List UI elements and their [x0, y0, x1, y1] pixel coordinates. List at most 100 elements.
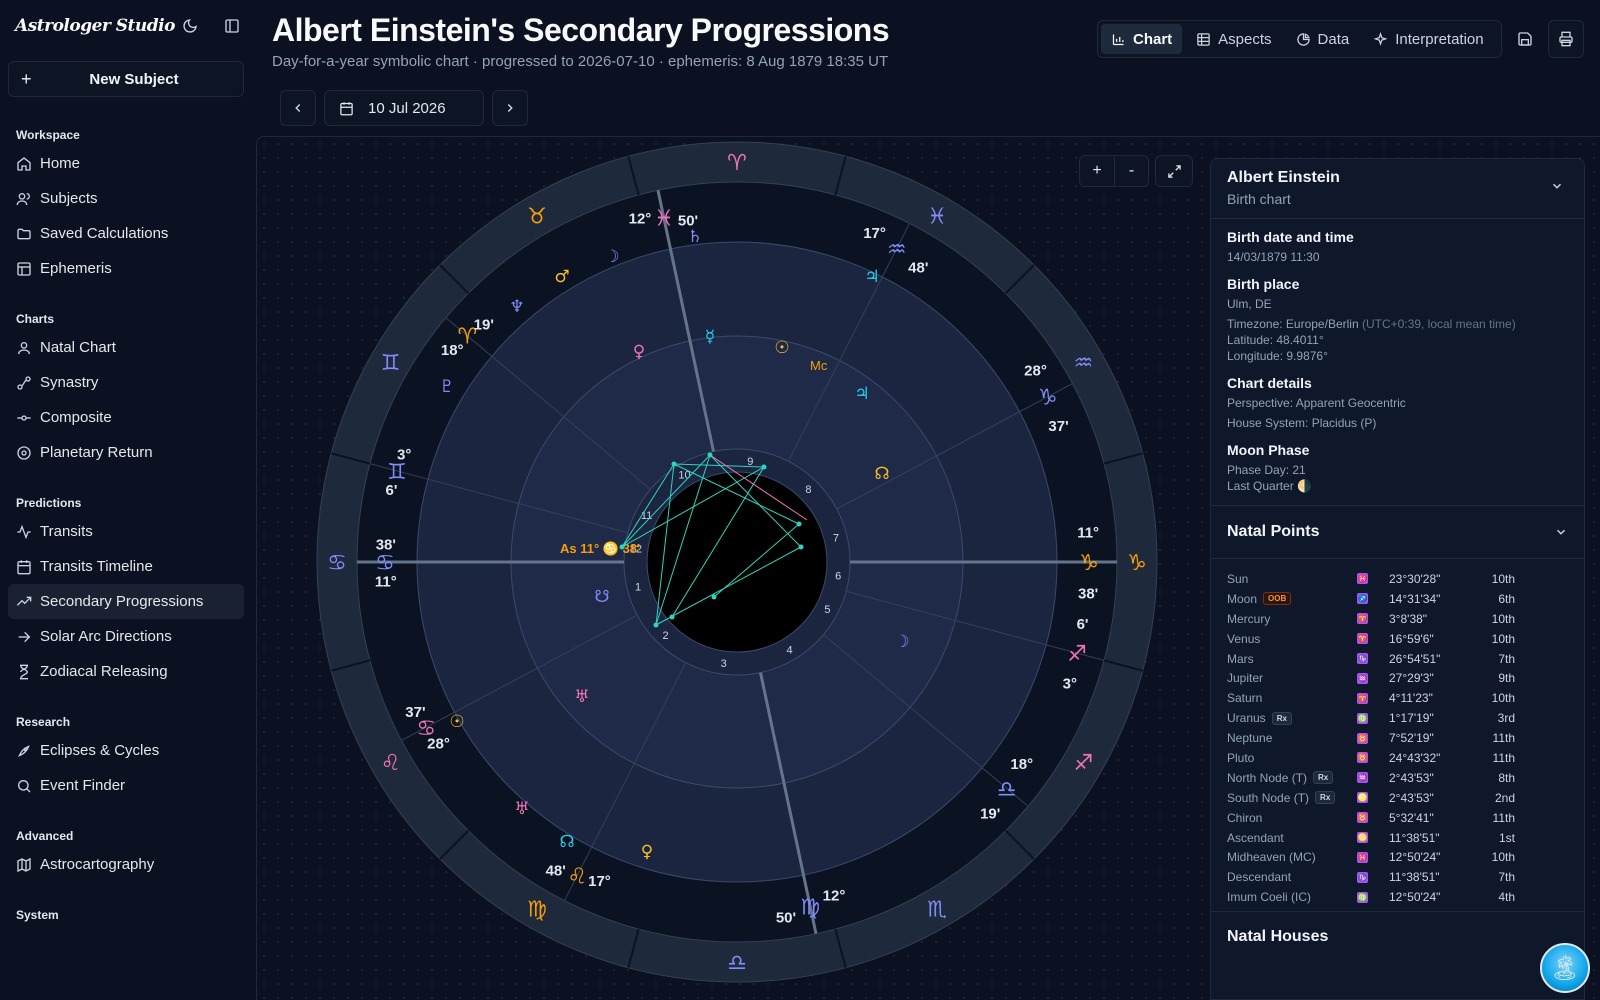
house-number: 1 [635, 582, 641, 594]
previous-date-button[interactable] [280, 90, 316, 126]
cusp-sign-glyph: ♎ [997, 777, 1017, 802]
fullscreen-button[interactable] [1155, 155, 1193, 187]
chevron-down-icon[interactable] [1550, 179, 1564, 198]
table-row[interactable]: North Node (T) Rx ♒ 2°43'53" 8th [1227, 768, 1568, 788]
sidebar-item-solar-arc-directions[interactable]: Solar Arc Directions [8, 619, 244, 654]
chevron-left-icon [295, 103, 301, 113]
point-position: 16°59'6" [1389, 631, 1434, 646]
subject-header[interactable]: Albert Einstein Birth chart [1211, 159, 1584, 219]
cusp-degree: 6' [1077, 616, 1089, 633]
natal-points-header[interactable]: Natal Points [1211, 505, 1584, 559]
merge-icon [16, 410, 32, 426]
sidebar-item-synastry[interactable]: Synastry [8, 365, 244, 400]
sidebar-nav: Workspace Home Subjects Saved Calculations E… [8, 124, 244, 926]
table-row[interactable]: Sun ♓ 23°30'28" 10th [1227, 569, 1568, 589]
point-position: 4°11'23" [1389, 691, 1433, 706]
sidebar-toggle-icon[interactable] [222, 16, 242, 36]
new-subject-button[interactable]: + New Subject [8, 61, 244, 97]
aspect-point [619, 544, 625, 550]
house-number: 9 [747, 456, 753, 468]
table-row[interactable]: Venus ♈ 16°59'6" 10th [1227, 629, 1568, 649]
sidebar-item-natal-chart[interactable]: Natal Chart [8, 330, 244, 365]
natal-houses-header[interactable]: Natal Houses [1211, 911, 1584, 961]
moon-icon[interactable] [180, 16, 200, 36]
sidebar-item-transits[interactable]: Transits [8, 514, 244, 549]
sidebar-item-ephemeris[interactable]: Ephemeris [8, 251, 244, 286]
planet-glyph: ☽ [894, 632, 909, 652]
table-row[interactable]: Descendant ♑ 11°38'51" 7th [1227, 867, 1568, 887]
table-row[interactable]: Neptune ♉ 7°52'19" 11th [1227, 728, 1568, 748]
tab-aspects[interactable]: Aspects [1186, 24, 1281, 54]
nav-section-title: Predictions [16, 496, 82, 510]
sidebar-item-event-finder[interactable]: Event Finder [8, 768, 244, 803]
table-row[interactable]: Pluto ♉ 24°43'32" 11th [1227, 748, 1568, 768]
planet-glyph: ♅ [514, 799, 529, 819]
zodiac-sign-glyph: ♓ [927, 205, 947, 230]
tab-data[interactable]: Data [1286, 24, 1360, 54]
table-row[interactable]: Chiron ♉ 5°32'41" 11th [1227, 808, 1568, 828]
table-row[interactable]: Mercury ♈ 3°8'38" 10th [1227, 609, 1568, 629]
point-position: 2°43'53" [1389, 790, 1434, 805]
aspect-point [653, 622, 659, 628]
cusp-degree: 17° [863, 225, 886, 242]
sidebar-item-home[interactable]: Home [8, 146, 244, 181]
sidebar-item-transits-timeline[interactable]: Transits Timeline [8, 549, 244, 584]
sidebar-item-label: Planetary Return [40, 444, 153, 461]
zodiac-sign-glyph: ♏ [927, 897, 947, 922]
user-avatar[interactable]: 🏝 [1540, 943, 1590, 993]
sidebar-item-eclipses-cycles[interactable]: Eclipses & Cycles [8, 733, 244, 768]
chevron-down-icon [1556, 529, 1566, 535]
save-button[interactable] [1508, 20, 1542, 58]
table-row[interactable]: South Node (T) Rx ♌ 2°43'53" 2nd [1227, 788, 1568, 808]
planet-glyph: ☉ [449, 712, 464, 732]
brand-logo[interactable]: Astrologer Studio [15, 16, 175, 36]
point-name: Moon [1227, 591, 1258, 606]
table-row[interactable]: Imum Coeli (IC) ♍ 12°50'24" 4th [1227, 887, 1568, 907]
cusp-minute: 37' [405, 704, 425, 721]
sidebar-item-saved-calculations[interactable]: Saved Calculations [8, 216, 244, 251]
sidebar-item-astrocartography[interactable]: Astrocartography [8, 847, 244, 882]
aspect-line [671, 466, 765, 618]
rocket-icon [16, 743, 32, 759]
aspect-point [707, 452, 713, 458]
table-row[interactable]: Saturn ♈ 4°11'23" 10th [1227, 688, 1568, 708]
aspect-line [673, 463, 765, 468]
table-row[interactable]: Midheaven (MC) ♓ 12°50'24" 10th [1227, 847, 1568, 867]
sidebar-item-label: Ephemeris [40, 260, 112, 277]
sidebar-item-composite[interactable]: Composite [8, 400, 244, 435]
sidebar-item-label: Natal Chart [40, 339, 116, 356]
table-row[interactable]: Mars ♑ 26°54'51" 7th [1227, 649, 1568, 669]
point-name: Venus [1227, 631, 1261, 646]
table-row[interactable]: Jupiter ♒ 27°29'3" 9th [1227, 668, 1568, 688]
tab-interpretation[interactable]: Interpretation [1363, 24, 1493, 54]
house-cusp-line [787, 223, 910, 462]
date-picker[interactable]: 10 Jul 2026 [324, 90, 484, 126]
table-row[interactable]: Uranus Rx ♍ 1°17'19" 3rd [1227, 708, 1568, 728]
print-button[interactable] [1548, 20, 1584, 58]
sidebar-item-label: Transits Timeline [40, 558, 153, 575]
planet-glyph: ☋ [594, 587, 609, 607]
sidebar-item-secondary-progressions[interactable]: Secondary Progressions [8, 584, 244, 619]
table-row[interactable]: Ascendant ♋ 11°38'51" 1st [1227, 828, 1568, 848]
sign-icon: ♍ [1357, 891, 1368, 903]
point-position: 5°32'41" [1389, 810, 1434, 825]
table-icon [16, 261, 32, 277]
next-date-button[interactable] [492, 90, 528, 126]
chart-wheel[interactable]: ♈♉♊♋♌♍♎♏♐♑♒♓11°♋38'128°♋37'217°♌48'312°♍… [312, 137, 1162, 987]
tab-label: Data [1317, 30, 1350, 48]
zoom-out-button[interactable]: - [1114, 156, 1148, 186]
planet-glyph: ☿ [705, 327, 715, 347]
sidebar-item-zodiacal-releasing[interactable]: Zodiacal Releasing [8, 654, 244, 689]
point-house: 1st [1498, 830, 1515, 845]
sidebar-item-subjects[interactable]: Subjects [8, 181, 244, 216]
zoom-in-button[interactable]: + [1092, 162, 1102, 179]
cusp-degree: 28° [1024, 362, 1047, 379]
table-row[interactable]: Moon OOB ♐ 14°31'34" 6th [1227, 589, 1568, 609]
tab-chart[interactable]: Chart [1101, 24, 1183, 54]
point-position: 7°52'19" [1389, 731, 1434, 746]
house-number: 7 [833, 532, 839, 544]
longitude-value: Longitude: 9.9876° [1227, 349, 1328, 363]
sidebar-item-planetary-return[interactable]: Planetary Return [8, 435, 244, 470]
house-number: 11 [641, 510, 652, 522]
zodiac-divider [331, 452, 371, 465]
